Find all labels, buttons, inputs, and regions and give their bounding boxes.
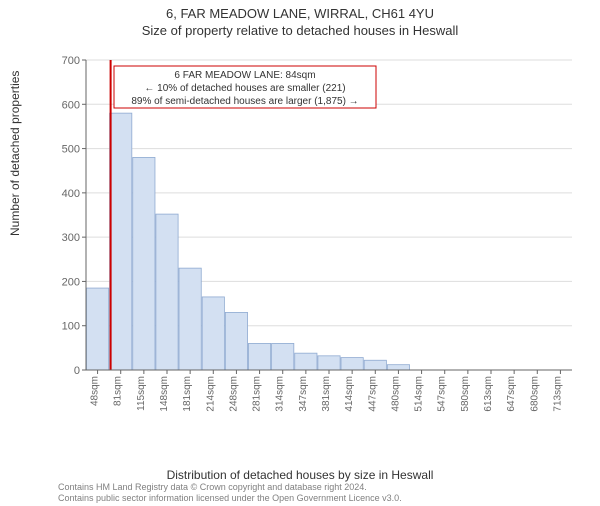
svg-text:248sqm: 248sqm <box>228 376 239 412</box>
svg-text:214sqm: 214sqm <box>205 376 216 412</box>
svg-text:200: 200 <box>62 276 80 288</box>
svg-text:100: 100 <box>62 321 80 333</box>
svg-text:700: 700 <box>62 55 80 67</box>
attribution-line1: Contains HM Land Registry data © Crown c… <box>58 482 402 493</box>
attribution-line2: Contains public sector information licen… <box>58 493 402 504</box>
svg-text:300: 300 <box>62 232 80 244</box>
svg-text:680sqm: 680sqm <box>529 376 540 412</box>
plot-area: 0 100 200 300 400 500 600 700 48sqm 81sqm 115sqm 14… <box>58 54 578 424</box>
svg-text:281sqm: 281sqm <box>252 376 263 412</box>
svg-text:381sqm: 381sqm <box>321 376 332 412</box>
svg-text:600: 600 <box>62 99 80 111</box>
svg-text:713sqm: 713sqm <box>552 376 563 412</box>
svg-text:181sqm: 181sqm <box>182 376 193 412</box>
title-sub: Size of property relative to detached ho… <box>0 23 600 38</box>
svg-text:314sqm: 314sqm <box>275 376 286 412</box>
svg-text:115sqm: 115sqm <box>136 376 147 411</box>
svg-text:580sqm: 580sqm <box>460 376 471 412</box>
svg-text:414sqm: 414sqm <box>344 376 355 412</box>
svg-text:48sqm: 48sqm <box>90 376 101 406</box>
svg-text:480sqm: 480sqm <box>390 376 401 412</box>
title-main: 6, FAR MEADOW LANE, WIRRAL, CH61 4YU <box>0 6 600 21</box>
svg-text:613sqm: 613sqm <box>483 376 494 412</box>
svg-text:148sqm: 148sqm <box>159 376 170 412</box>
svg-text:0: 0 <box>74 365 80 377</box>
x-axis-label: Distribution of detached houses by size … <box>0 468 600 482</box>
svg-text:347sqm: 347sqm <box>298 376 309 412</box>
svg-text:81sqm: 81sqm <box>113 376 124 406</box>
svg-text:500: 500 <box>62 144 80 156</box>
svg-text:← 10% of detached houses are s: ← 10% of detached houses are smaller (22… <box>144 83 345 94</box>
svg-text:6 FAR MEADOW LANE: 84sqm: 6 FAR MEADOW LANE: 84sqm <box>174 70 315 81</box>
svg-text:447sqm: 447sqm <box>367 376 378 412</box>
svg-text:547sqm: 547sqm <box>437 376 448 412</box>
svg-text:89% of semi-detached houses ar: 89% of semi-detached houses are larger (… <box>131 96 358 107</box>
attribution: Contains HM Land Registry data © Crown c… <box>58 482 402 504</box>
svg-text:400: 400 <box>62 188 80 200</box>
svg-text:647sqm: 647sqm <box>506 376 517 412</box>
y-axis-label: Number of detached properties <box>8 71 22 236</box>
svg-text:514sqm: 514sqm <box>414 376 425 412</box>
chart-svg: 0 100 200 300 400 500 600 700 48sqm 81sqm 115sqm 14… <box>58 54 578 424</box>
